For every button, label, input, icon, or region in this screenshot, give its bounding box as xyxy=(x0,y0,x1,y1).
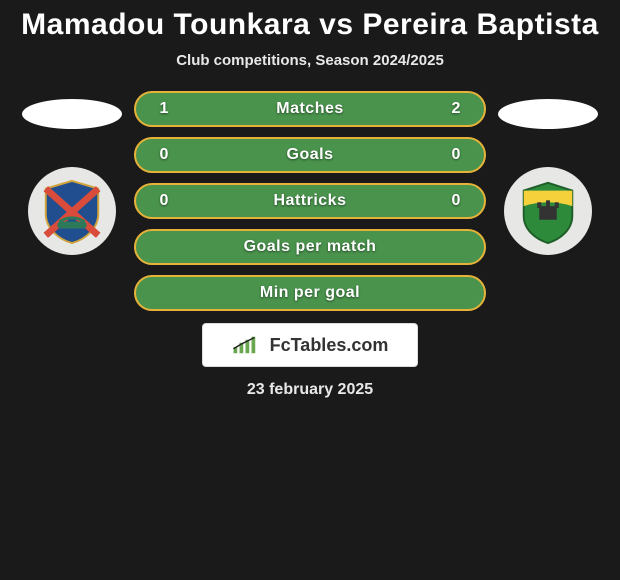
stat-row-hattricks: 0Hattricks0 xyxy=(134,183,486,219)
stat-row-matches: 1Matches2 xyxy=(134,91,486,127)
right-shield-icon xyxy=(514,177,582,245)
stat-right-value: 2 xyxy=(442,100,470,118)
right-club-column xyxy=(494,91,602,255)
comparison-row: 1Matches20Goals00Hattricks0Goals per mat… xyxy=(0,91,620,311)
stat-label: Goals xyxy=(178,146,442,164)
left-flag-ellipse xyxy=(22,99,122,129)
stat-label: Min per goal xyxy=(178,284,442,302)
stat-row-min-per-goal: Min per goal xyxy=(134,275,486,311)
page-title: Mamadou Tounkara vs Pereira Baptista xyxy=(21,8,599,42)
stat-left-value: 1 xyxy=(150,100,178,118)
stat-label: Hattricks xyxy=(178,192,442,210)
stat-label: Goals per match xyxy=(178,238,442,256)
stat-right-value: 0 xyxy=(442,146,470,164)
stat-right-value: 0 xyxy=(442,192,470,210)
date-text: 23 february 2025 xyxy=(247,381,373,399)
subtitle: Club competitions, Season 2024/2025 xyxy=(176,52,444,69)
stat-row-goals-per-match: Goals per match xyxy=(134,229,486,265)
right-club-crest xyxy=(504,167,592,255)
logo-text: FcTables.com xyxy=(270,335,389,356)
stat-left-value: 0 xyxy=(150,146,178,164)
right-flag-ellipse xyxy=(498,99,598,129)
stats-column: 1Matches20Goals00Hattricks0Goals per mat… xyxy=(134,91,486,311)
left-club-crest xyxy=(28,167,116,255)
bar-chart-icon xyxy=(232,335,262,355)
stat-label: Matches xyxy=(178,100,442,118)
stat-row-goals: 0Goals0 xyxy=(134,137,486,173)
left-shield-icon xyxy=(38,177,106,245)
stat-left-value: 0 xyxy=(150,192,178,210)
left-club-column xyxy=(18,91,126,255)
fctables-logo[interactable]: FcTables.com xyxy=(202,323,418,367)
